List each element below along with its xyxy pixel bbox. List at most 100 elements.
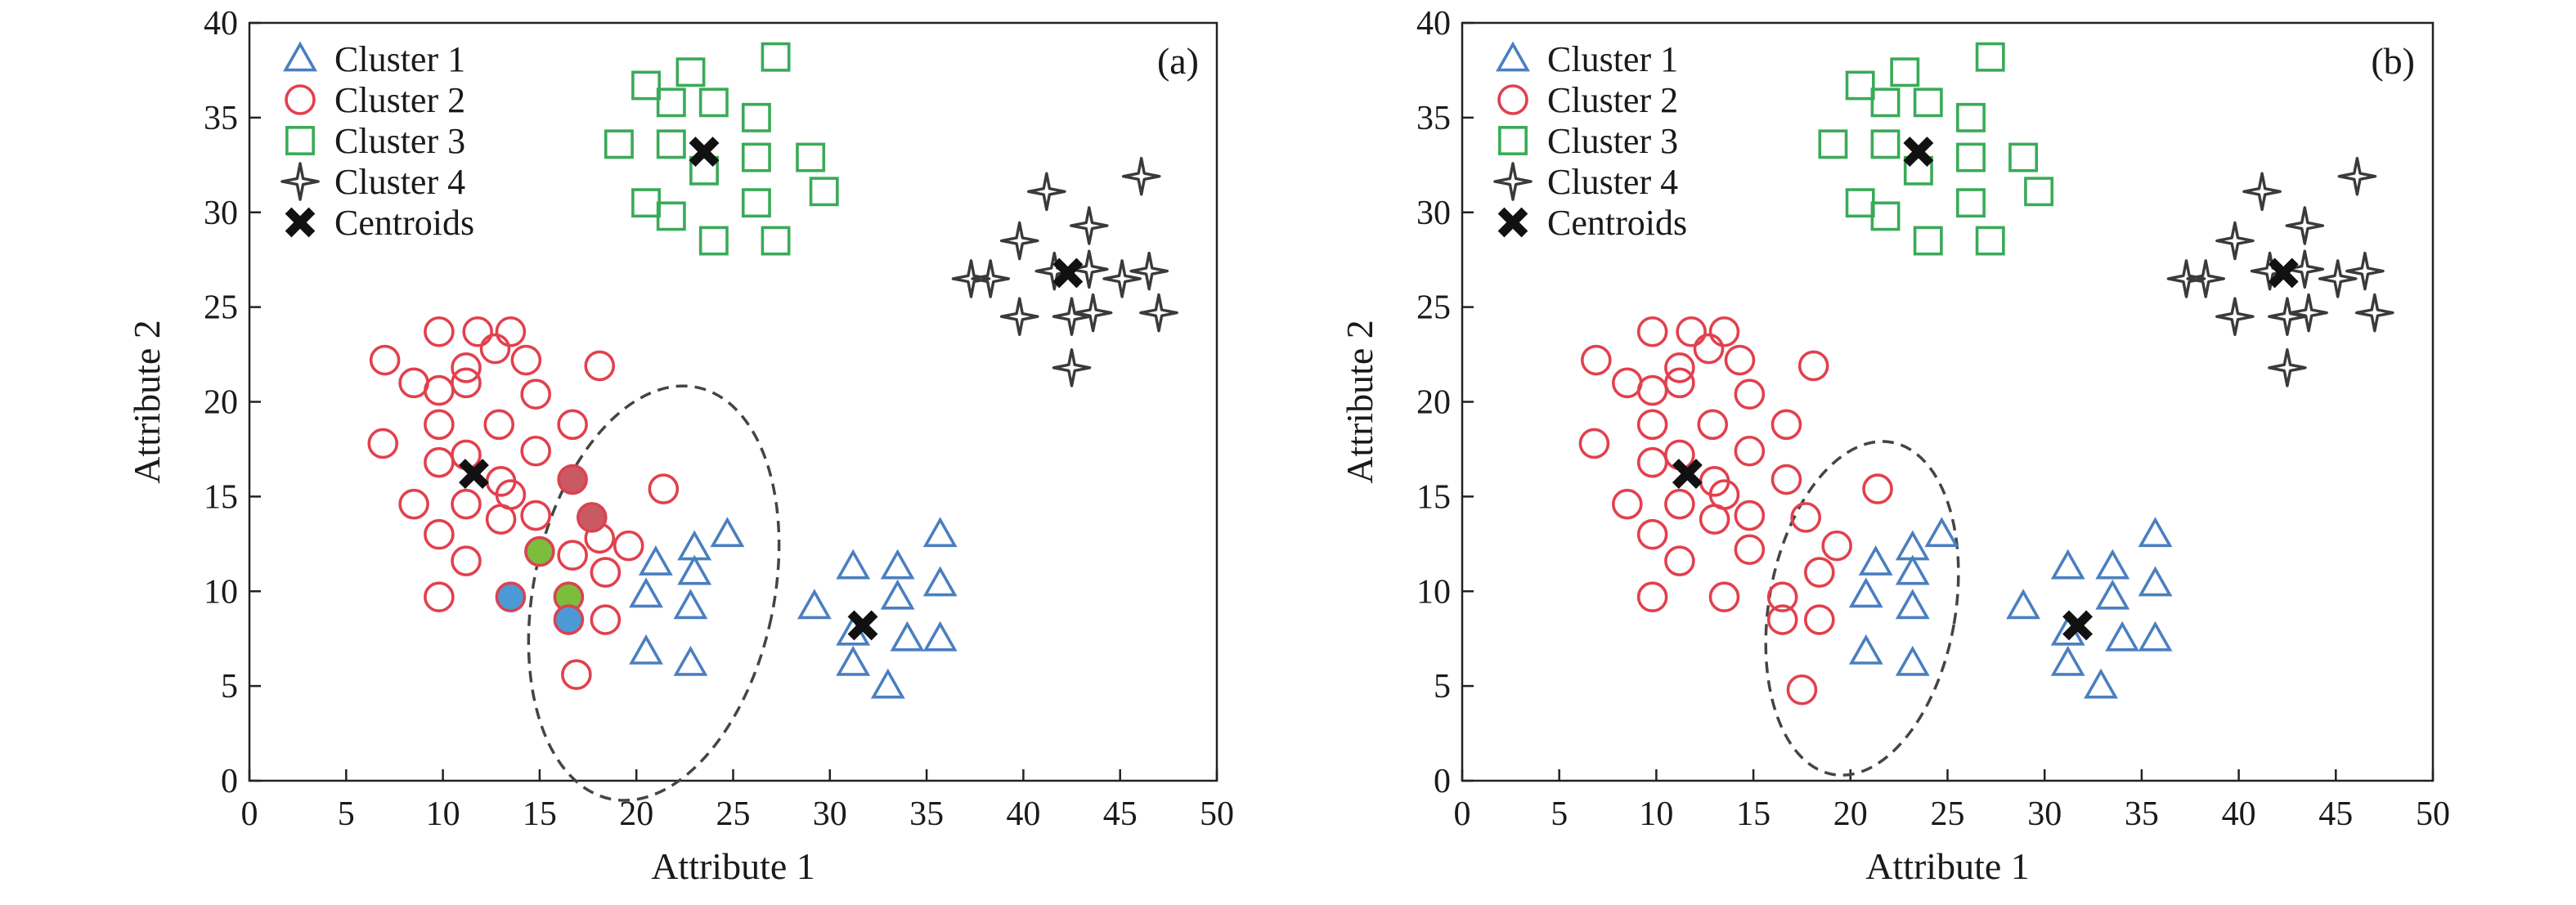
series-cluster-1	[629, 517, 958, 699]
point-triangle	[2138, 517, 2173, 548]
point-triangle	[1848, 634, 1883, 665]
point-circle	[1734, 534, 1766, 566]
x-tick-label: 35	[2125, 795, 2159, 833]
point-square	[1913, 226, 1943, 256]
legend-label: Cluster 3	[1547, 121, 1678, 161]
x-tick-label: 45	[1103, 795, 1138, 833]
point-circle	[367, 428, 399, 459]
point-square	[1870, 129, 1901, 159]
point-circle	[485, 504, 517, 535]
point-star4	[2318, 259, 2358, 298]
point-circle	[424, 409, 455, 441]
x-tick-label: 15	[523, 795, 557, 833]
y-tick-label: 30	[204, 195, 238, 232]
legend-label: Cluster 3	[334, 121, 465, 161]
point-circle	[1862, 473, 1893, 504]
point-triangle	[2050, 549, 2085, 580]
point-circle	[451, 545, 482, 576]
centroid-marker	[1672, 459, 1703, 489]
point-star4	[1052, 297, 1092, 337]
point-circle	[1708, 316, 1740, 347]
x-tick-label: 25	[716, 795, 751, 833]
point-square	[1956, 142, 1986, 172]
point-triangle	[2095, 549, 2130, 580]
point-star4	[999, 221, 1039, 261]
x-tick-label: 30	[813, 795, 847, 833]
x-tick-label: 25	[1931, 795, 1965, 833]
point-circle	[520, 500, 551, 531]
x-tick-label: 15	[1736, 795, 1770, 833]
point-triangle	[922, 566, 958, 597]
highlighted-point	[495, 581, 527, 613]
point-circle	[1804, 604, 1835, 635]
point-star4	[2285, 249, 2325, 289]
point-circle	[462, 316, 493, 347]
legend-marker	[280, 162, 320, 201]
series-cluster-3	[604, 42, 839, 256]
highlighted-point	[553, 604, 585, 635]
point-star4	[1102, 259, 1142, 298]
point-circle	[483, 409, 515, 441]
point-square	[604, 129, 634, 159]
point-circle	[1578, 428, 1610, 459]
point-triangle	[922, 621, 958, 652]
point-circle	[1693, 333, 1725, 365]
legend-marker	[1498, 126, 1528, 155]
point-circle	[369, 344, 401, 376]
point-square	[1818, 129, 1848, 159]
point-circle	[1636, 409, 1668, 441]
point-square	[1956, 102, 1986, 132]
point-circle	[510, 344, 542, 376]
y-tick-label: 0	[1434, 763, 1451, 800]
point-circle	[1611, 367, 1643, 399]
point-circle	[1676, 316, 1707, 347]
series-cluster-2	[367, 316, 680, 691]
point-circle	[424, 446, 455, 478]
y-tick-label: 20	[1416, 384, 1451, 422]
point-circle	[1734, 379, 1766, 410]
point-triangle	[1924, 517, 1959, 548]
point-triangle	[797, 589, 832, 620]
point-triangle	[1858, 544, 1893, 576]
centroid-marker	[847, 610, 878, 641]
point-square	[1975, 42, 2005, 72]
point-square	[2008, 142, 2039, 172]
point-star4	[1139, 293, 1178, 333]
point-square	[796, 142, 826, 172]
point-triangle	[1895, 554, 1930, 585]
point-circle	[1664, 352, 1695, 383]
point-square	[656, 87, 686, 118]
legend-marker	[1497, 84, 1528, 115]
point-square	[1845, 188, 1875, 218]
legend-marker	[1497, 207, 1528, 238]
y-tick-label: 15	[1416, 478, 1451, 516]
x-tick-label: 50	[1200, 795, 1234, 833]
point-star4	[2242, 172, 2282, 212]
point-star4	[1026, 172, 1066, 212]
point-circle	[1770, 409, 1802, 441]
x-tick-label: 0	[1454, 795, 1471, 833]
point-circle	[1664, 367, 1695, 399]
legend-label: Cluster 1	[1547, 39, 1678, 79]
legend-marker	[285, 84, 316, 115]
highlighted-point	[557, 464, 588, 495]
point-square	[1890, 57, 1920, 87]
legend-label: Cluster 2	[334, 80, 465, 120]
y-tick-label: 25	[1416, 289, 1451, 327]
point-triangle	[2138, 566, 2173, 597]
point-star4	[1052, 347, 1092, 388]
x-tick-label: 10	[426, 795, 460, 833]
point-circle	[1664, 545, 1695, 576]
point-circle	[451, 488, 482, 520]
y-tick-label: 15	[204, 478, 238, 516]
point-square	[631, 70, 661, 101]
point-square	[698, 87, 729, 118]
centroid-marker	[459, 459, 489, 489]
point-square	[741, 102, 771, 132]
point-triangle	[922, 517, 958, 548]
legend-marker	[1496, 41, 1530, 72]
legend-label: Centroids	[334, 203, 474, 243]
point-star4	[2268, 297, 2307, 337]
point-circle	[1734, 500, 1766, 531]
